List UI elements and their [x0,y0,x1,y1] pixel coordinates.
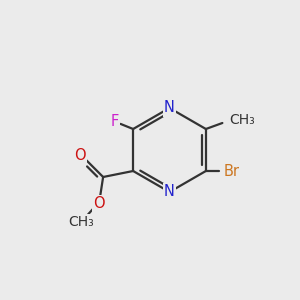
Text: O: O [74,148,86,163]
Text: CH₃: CH₃ [229,113,255,127]
Text: N: N [164,100,175,116]
Text: N: N [164,184,175,200]
Text: F: F [111,114,119,129]
Text: O: O [93,196,104,211]
Text: CH₃: CH₃ [68,215,94,229]
Text: Br: Br [224,164,239,178]
